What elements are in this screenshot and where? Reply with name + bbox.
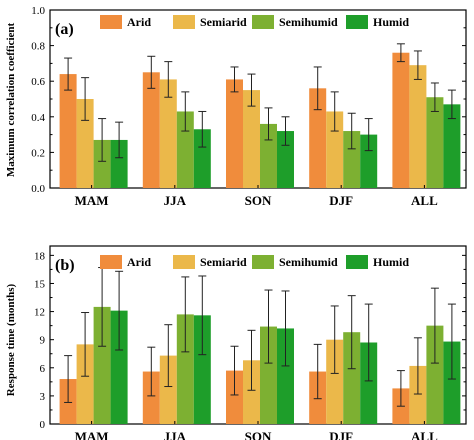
- y-tick-label: 0.6: [31, 76, 45, 88]
- legend: Arid Semiarid Semihumid Humid: [100, 255, 409, 269]
- x-tick-label: ALL: [411, 429, 438, 440]
- legend-label-semiarid: Semiarid: [200, 15, 247, 29]
- bar-semihumid-mam: [93, 306, 111, 424]
- bar-humid-son: [277, 131, 294, 188]
- bar-humid-mam: [110, 310, 128, 424]
- bar-semihumid-jja: [176, 314, 194, 424]
- x-tick-label: JJA: [164, 193, 187, 208]
- bar-semiarid-mam: [76, 344, 94, 424]
- legend-swatch-semihumid: [252, 15, 274, 29]
- bar-humid-all: [443, 104, 461, 188]
- bar-arid-jja: [142, 371, 160, 424]
- panel-a-label: (a): [55, 21, 74, 38]
- legend-swatch-semiarid: [173, 255, 195, 269]
- y-tick-label: 18: [34, 250, 46, 262]
- bar-humid-jja: [193, 129, 211, 188]
- bar-arid-djf: [309, 88, 327, 188]
- x-tick-label: ALL: [411, 193, 438, 208]
- y-tick-label: 0.0: [31, 183, 45, 195]
- y-tick-label: 1.0: [31, 5, 45, 17]
- bar-arid-all: [392, 52, 410, 188]
- x-tick-label: MAM: [75, 429, 109, 440]
- bar-arid-son: [226, 370, 243, 424]
- legend-label-semihumid: Semihumid: [279, 15, 338, 29]
- y-tick-label: 3: [40, 391, 46, 403]
- bar-semiarid-all: [409, 65, 427, 188]
- panel-b: Response time (months) (b) 0 3 6 9 12 15 18 MAM…: [5, 245, 467, 440]
- x-tick-label: MAM: [75, 193, 109, 208]
- panel-a-ylabel: Maximum correlation coefficient: [5, 22, 17, 177]
- legend-label-arid: Arid: [127, 255, 151, 269]
- panel-a: Maximum correlation coefficient (a) 0.0 0…: [5, 5, 467, 208]
- legend-label-humid: Humid: [373, 15, 409, 29]
- y-tick-label: 9: [40, 335, 46, 347]
- bar-arid-son: [226, 79, 243, 188]
- bar-semihumid-all: [426, 97, 444, 188]
- bar-humid-son: [277, 328, 294, 424]
- legend-swatch-humid: [346, 255, 368, 269]
- legend-label-semiarid: Semiarid: [200, 255, 247, 269]
- bar-humid-djf: [360, 342, 378, 424]
- bar-semiarid-jja: [159, 79, 177, 188]
- y-tick-label: 6: [40, 363, 46, 375]
- bar-semiarid-all: [409, 365, 427, 424]
- bar-semiarid-mam: [76, 99, 94, 188]
- bar-humid-mam: [110, 139, 128, 188]
- legend-label-semihumid: Semihumid: [279, 255, 338, 269]
- panel-b-label: (b): [55, 257, 75, 274]
- bar-arid-jja: [142, 72, 160, 188]
- y-tick-label: 12: [34, 307, 45, 319]
- y-tick-label: 0: [40, 419, 46, 431]
- bar-semihumid-son: [260, 326, 277, 424]
- legend: Arid Semiarid Semihumid Humid: [100, 15, 409, 29]
- bar-semiarid-son: [243, 90, 260, 188]
- bar-semiarid-djf: [326, 111, 344, 188]
- legend-swatch-semiarid: [173, 15, 195, 29]
- x-tick-label: DJF: [329, 429, 353, 440]
- legend-swatch-arid: [100, 15, 122, 29]
- bar-semihumid-son: [260, 123, 277, 188]
- bar-semihumid-jja: [176, 111, 194, 188]
- legend-label-arid: Arid: [127, 15, 151, 29]
- bar-semiarid-son: [243, 360, 260, 424]
- y-tick-label: 0.2: [31, 147, 45, 159]
- legend-label-humid: Humid: [373, 255, 409, 269]
- panel-b-ylabel: Response time (months): [5, 283, 17, 396]
- x-tick-label: DJF: [329, 193, 353, 208]
- bar-semihumid-djf: [343, 332, 361, 424]
- x-tick-label: SON: [245, 429, 272, 440]
- bar-arid-mam: [59, 74, 77, 188]
- bar-semihumid-djf: [343, 131, 361, 188]
- legend-swatch-semihumid: [252, 255, 274, 269]
- x-tick-label: JJA: [164, 429, 187, 440]
- y-tick-label: 0.8: [31, 41, 45, 53]
- bar-semihumid-all: [426, 325, 444, 424]
- legend-swatch-arid: [100, 255, 122, 269]
- x-tick-label: SON: [245, 193, 272, 208]
- bar-semiarid-jja: [159, 355, 177, 424]
- bar-humid-all: [443, 341, 461, 424]
- bar-humid-jja: [193, 315, 211, 424]
- bar-semihumid-mam: [93, 139, 111, 188]
- legend-swatch-humid: [346, 15, 368, 29]
- bar-humid-djf: [360, 134, 378, 188]
- bar-semiarid-djf: [326, 339, 344, 424]
- y-tick-label: 15: [34, 278, 46, 290]
- y-tick-label: 0.4: [31, 112, 45, 124]
